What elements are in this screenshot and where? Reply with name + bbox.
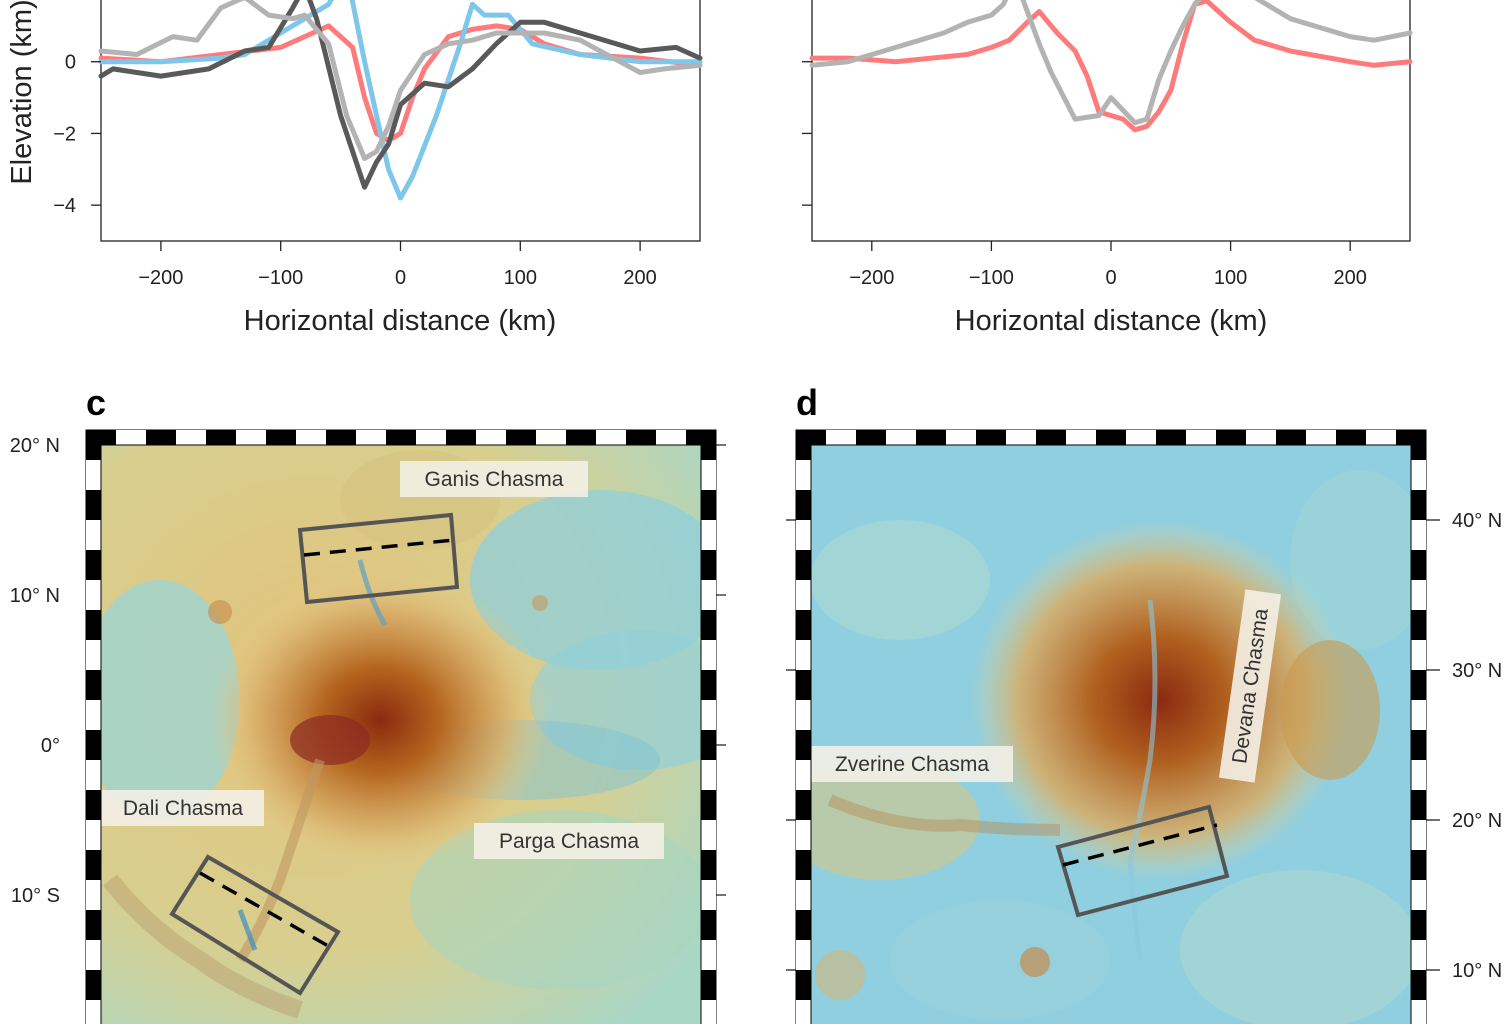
x-tick-label: 200 (623, 267, 656, 289)
profile-box-dali (169, 854, 341, 996)
x-tick-label: 0 (395, 267, 406, 289)
svg-text:Zverine Chasma: Zverine Chasma (835, 753, 989, 776)
x-tick-label: 200 (1334, 267, 1367, 289)
map-frame-c (85, 429, 717, 1024)
plot-frame (811, 0, 1411, 242)
lat-label: 30° N (1452, 660, 1502, 682)
lat-label: 10° N (10, 585, 60, 607)
y-tick-label: 0 (65, 52, 76, 74)
y-tick-label: 2 (65, 0, 76, 2)
x-tick-label: −200 (849, 267, 894, 289)
profile-box-devana (1055, 804, 1230, 918)
svg-text:Parga Chasma: Parga Chasma (499, 830, 639, 853)
feature-label-dali-chasma: Dali Chasma (101, 790, 264, 826)
series-line (809, 0, 1413, 126)
elevation-profile-chart-left: −200 −100 0 100 200 2 0 −2 −4 Elevation (km) Ho… (6, 0, 703, 337)
x-axis-title: Horizontal distance (km) (955, 305, 1268, 337)
lat-label: 20° N (10, 435, 60, 457)
y-axis-title: Elevation (km) (6, 0, 38, 185)
x-tick-label: 100 (504, 267, 537, 289)
svg-text:Dali Chasma: Dali Chasma (123, 797, 244, 820)
feature-label-parga-chasma: Parga Chasma (474, 823, 664, 859)
panel-letter-c: c (86, 382, 106, 423)
elevation-profile-chart-right: −200 −100 0 100 200 Horizontal distance (km) (802, 0, 1413, 337)
series-line (98, 0, 703, 161)
x-tick-label: −100 (258, 267, 303, 289)
lat-label: 0° (41, 735, 60, 757)
series-line (98, 23, 703, 144)
profile-box-ganis (297, 512, 460, 605)
x-axis-title: Horizontal distance (km) (244, 305, 557, 337)
lat-label: 10° N (1452, 960, 1502, 982)
lat-label: 40° N (1452, 510, 1502, 532)
lat-label: 20° N (1452, 810, 1502, 832)
series-line (98, 0, 703, 201)
y-tick-label: −4 (53, 195, 76, 217)
x-tick-label: −100 (969, 267, 1014, 289)
feature-label-ganis-chasma: Ganis Chasma (400, 461, 588, 497)
x-tick-label: 100 (1214, 267, 1247, 289)
map-panel-c: 20° N 10° N 0° 10° S Ganis Chasma Dali C… (10, 435, 726, 1024)
map-panel-d: 40° N 30° N 20° N 10° N Zverine Chasma D… (786, 445, 1502, 1024)
svg-text:Ganis Chasma: Ganis Chasma (425, 468, 564, 491)
series-line (98, 0, 703, 190)
x-tick-label: −200 (138, 267, 183, 289)
y-tick-label: −2 (53, 123, 76, 145)
series-line (809, 0, 1413, 133)
plot-frame (100, 0, 701, 242)
x-tick-label: 0 (1105, 267, 1116, 289)
lat-label: 10° S (11, 885, 60, 907)
panel-letter-d: d (796, 382, 818, 423)
feature-label-zverine-chasma: Zverine Chasma (811, 746, 1013, 782)
map-frame-d (795, 429, 1427, 1024)
profile-line (1062, 823, 1218, 867)
